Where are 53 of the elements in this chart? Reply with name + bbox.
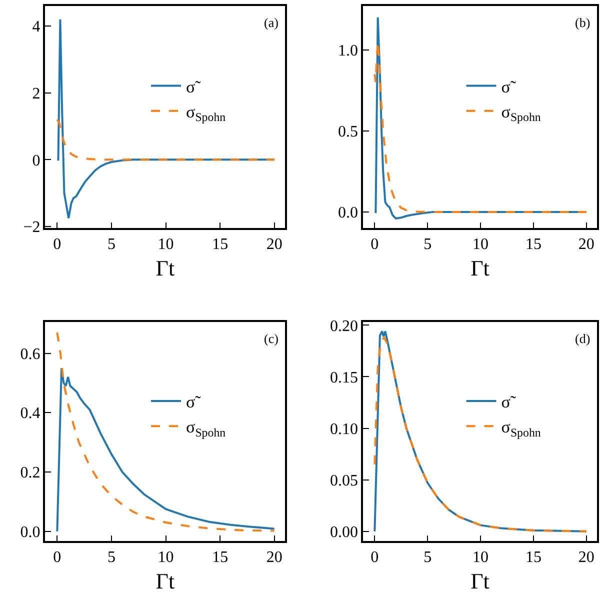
x-tick-label: 0 (370, 549, 379, 566)
x-tick-label: 15 (212, 549, 228, 566)
x-tick-label: 20 (266, 549, 282, 566)
annotation: (a) (264, 15, 278, 30)
x-tick-label: 5 (424, 236, 432, 254)
x-tick-label: 0 (53, 549, 62, 566)
legend-label: σ̃ (186, 77, 202, 96)
x-tick-label: 20 (578, 236, 594, 254)
x-tick-label: 5 (107, 236, 116, 254)
x-tick-label: 15 (212, 236, 228, 254)
y-tick-label: −2 (23, 219, 40, 236)
y-tick-label: 0.20 (330, 318, 358, 335)
x-tick-label: 10 (472, 236, 489, 254)
annotation: (c) (264, 331, 278, 346)
line-series (56, 367, 276, 532)
y-tick-label: 0.05 (330, 472, 358, 490)
annotation: (d) (575, 331, 590, 346)
y-tick-label: 0.0 (20, 524, 40, 541)
x-tick-label: 5 (424, 549, 432, 566)
y-tick-label: 0.4 (20, 405, 40, 422)
legend-label: σ$_{Spohn}$ (501, 102, 541, 124)
x-tick-label: 10 (472, 549, 489, 566)
x-axis-title: Γt (156, 568, 175, 594)
y-tick-label: 2 (32, 85, 40, 102)
y-tick-label: 0.6 (20, 346, 40, 363)
legend-label: σ̃ (186, 392, 202, 412)
legend-label: σ$_{Spohn}$ (501, 418, 541, 440)
legend-label: σ$_{Spohn}$ (186, 102, 226, 124)
x-tick-label: 5 (107, 549, 116, 566)
x-axis-title: Γt (156, 256, 175, 281)
x-tick-label: 0 (53, 236, 62, 254)
y-tick-label: 0 (32, 152, 40, 170)
x-tick-label: 20 (578, 549, 594, 566)
x-tick-label: 0 (370, 236, 379, 254)
annotation: (b) (575, 15, 590, 30)
y-tick-label: 0.00 (330, 524, 358, 541)
x-tick-label: 15 (525, 236, 542, 254)
legend-label: σ̃ (501, 392, 516, 412)
y-tick-label: 4 (32, 18, 40, 36)
legend-label: σ$_{Spohn}$ (186, 418, 226, 440)
x-axis-title: Γt (470, 256, 490, 281)
x-tick-label: 15 (525, 549, 542, 566)
y-tick-label: 0.2 (20, 464, 40, 482)
y-tick-label: 0.5 (338, 123, 358, 140)
y-tick-label: 0.10 (330, 420, 358, 438)
y-tick-label: 0.15 (330, 369, 358, 386)
y-tick-label: 1.0 (338, 42, 358, 60)
x-tick-label: 10 (158, 236, 174, 254)
legend-label: σ̃ (501, 77, 516, 96)
y-tick-label: 0.0 (338, 204, 358, 222)
x-tick-label: 20 (266, 236, 282, 254)
x-tick-label: 10 (158, 549, 174, 566)
x-axis-title: Γt (470, 568, 490, 594)
